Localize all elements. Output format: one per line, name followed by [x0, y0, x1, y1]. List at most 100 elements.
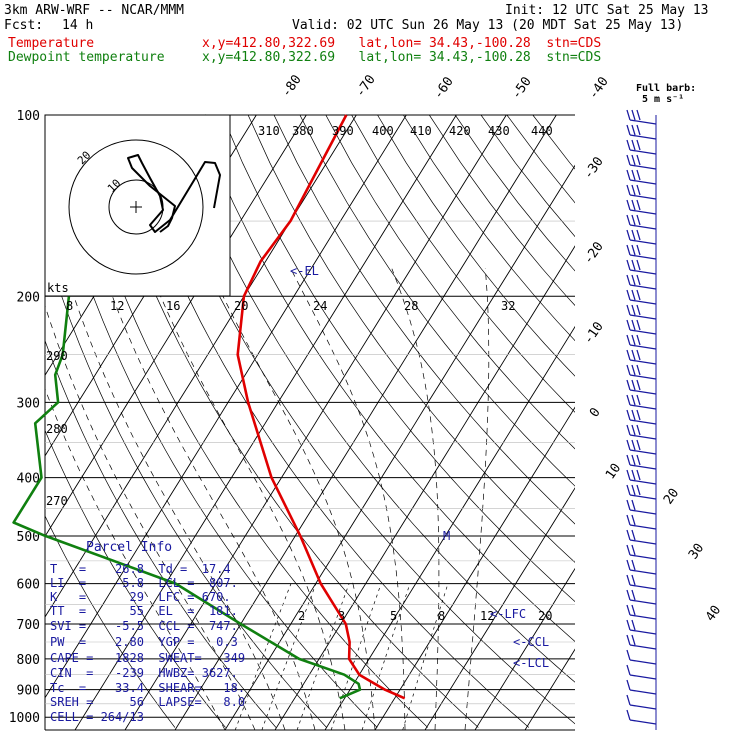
wind-barb-flag — [631, 469, 636, 481]
wind-barb-flag — [626, 169, 631, 181]
isotherm-line — [45, 115, 257, 457]
wind-barb-flag — [631, 499, 636, 511]
wind-barb-flag — [636, 289, 641, 301]
wind-barb-flag — [631, 154, 636, 166]
wind-barb-shaft — [629, 569, 657, 575]
hodograph-speed-label: 28 — [404, 299, 418, 313]
wind-barb-flag — [626, 289, 631, 301]
wind-barb-flag — [636, 409, 641, 421]
dry-adiabat-line — [221, 115, 575, 603]
dry-adiabat-line — [45, 242, 327, 728]
wind-barb-flag — [626, 649, 631, 661]
wind-barb-flag — [626, 124, 631, 136]
wind-barb-flag — [631, 214, 636, 226]
dry-adiabat-line — [273, 115, 575, 525]
wind-barb-flag — [631, 484, 636, 496]
dry-adiabat-line — [196, 115, 575, 642]
wind-barb-shaft — [629, 719, 657, 725]
grid-clip — [45, 115, 575, 730]
wind-barb-shaft — [629, 524, 657, 530]
hodograph-speed-label: 8 — [66, 299, 73, 313]
pressure-tick-label: 700 — [17, 618, 40, 633]
wind-barb — [626, 514, 657, 530]
wind-barb — [626, 694, 657, 710]
wind-barb-flag — [631, 619, 636, 631]
wind-barb-shaft — [629, 389, 657, 395]
wind-barb — [626, 454, 657, 470]
valid-time: Valid: 02 UTC Sun 26 May 13 (20 MDT Sat … — [292, 18, 684, 33]
wind-barb-flag — [626, 679, 631, 691]
mixing-ratio-label: 5 — [390, 609, 397, 623]
wind-barb-flag — [626, 244, 631, 256]
wind-barb-shaft — [629, 299, 657, 305]
ccl-annotation: <-CCL — [513, 635, 549, 649]
wind-barb-flag — [626, 184, 631, 196]
wind-barb-flag — [626, 589, 631, 601]
wind-barb-flag — [626, 319, 631, 331]
wind-barb-shaft — [629, 704, 657, 710]
wind-barb-shaft — [629, 239, 657, 245]
theta-label: 420 — [449, 124, 471, 138]
pressure-tick-label: 200 — [17, 290, 40, 305]
wind-barb-flag — [636, 274, 641, 286]
parcel-info-row: T = 26.8 Td = 17.4 — [50, 562, 231, 576]
mixing-ratio-label: 2 — [298, 609, 305, 623]
dry-adiabat-line — [247, 115, 575, 563]
isotherm-line — [524, 648, 575, 730]
wind-barb-flag — [636, 244, 641, 256]
wind-barb-flag — [631, 349, 636, 361]
isotherm-line — [124, 115, 507, 730]
theta-label: 400 — [372, 124, 394, 138]
wind-barb-flag — [631, 409, 636, 421]
wind-barb-flag — [626, 154, 631, 166]
moist-adiabat-line — [148, 268, 346, 730]
moist-adiabat-line — [464, 268, 490, 730]
wind-barb-flag — [626, 469, 631, 481]
wind-barb — [626, 439, 657, 455]
wind-barb-flag — [636, 199, 641, 211]
wind-barb — [626, 304, 657, 320]
wind-barb-shaft — [629, 269, 657, 275]
moist-adiabat-line — [45, 387, 226, 730]
theta-label: 390 — [332, 124, 354, 138]
moist-adiabat-line — [391, 268, 440, 730]
wind-barb-shaft — [629, 254, 657, 260]
wind-barb-flag — [626, 364, 631, 376]
dry-adiabat-line — [299, 115, 575, 487]
wind-barb-flag — [636, 184, 641, 196]
wind-barb-flag — [626, 454, 631, 466]
wind-barb-shaft — [629, 284, 657, 290]
moist-adiabat-line — [64, 268, 286, 730]
dry-adiabat-line — [403, 115, 575, 342]
wind-barb-flag — [636, 229, 641, 241]
theta-label: 410 — [410, 124, 432, 138]
wind-barb — [626, 664, 657, 680]
isotherm-tick-label: -60 — [431, 74, 457, 102]
wind-barb-shaft — [629, 149, 657, 155]
wind-barb — [626, 544, 657, 560]
isotherm-line — [45, 115, 407, 699]
wind-barbs — [626, 109, 657, 730]
wind-barb-flag — [626, 559, 631, 571]
isotherm-line — [424, 487, 575, 730]
wind-barb-flag — [626, 379, 631, 391]
wind-barb — [626, 229, 657, 245]
wind-barb-flag — [631, 184, 636, 196]
wind-barb — [626, 679, 657, 695]
el-annotation: <-EL — [290, 264, 319, 278]
wind-barb-flag — [626, 574, 631, 586]
wind-barb-shaft — [629, 329, 657, 335]
wind-barb-flag — [631, 289, 636, 301]
wind-barb — [626, 334, 657, 350]
isotherm-tick-label: 20 — [661, 486, 682, 507]
wind-barb-flag — [631, 199, 636, 211]
wind-barb-shaft — [629, 659, 657, 665]
wind-barb-flag — [631, 274, 636, 286]
wind-barb-flag — [626, 514, 631, 526]
wind-barb — [626, 634, 657, 650]
wind-barb-flag — [636, 394, 641, 406]
isotherm-tick-label: -30 — [581, 154, 607, 182]
hodograph-speed-label: 32 — [501, 299, 515, 313]
wind-barb-flag — [631, 589, 636, 601]
wind-barb-flag — [626, 619, 631, 631]
